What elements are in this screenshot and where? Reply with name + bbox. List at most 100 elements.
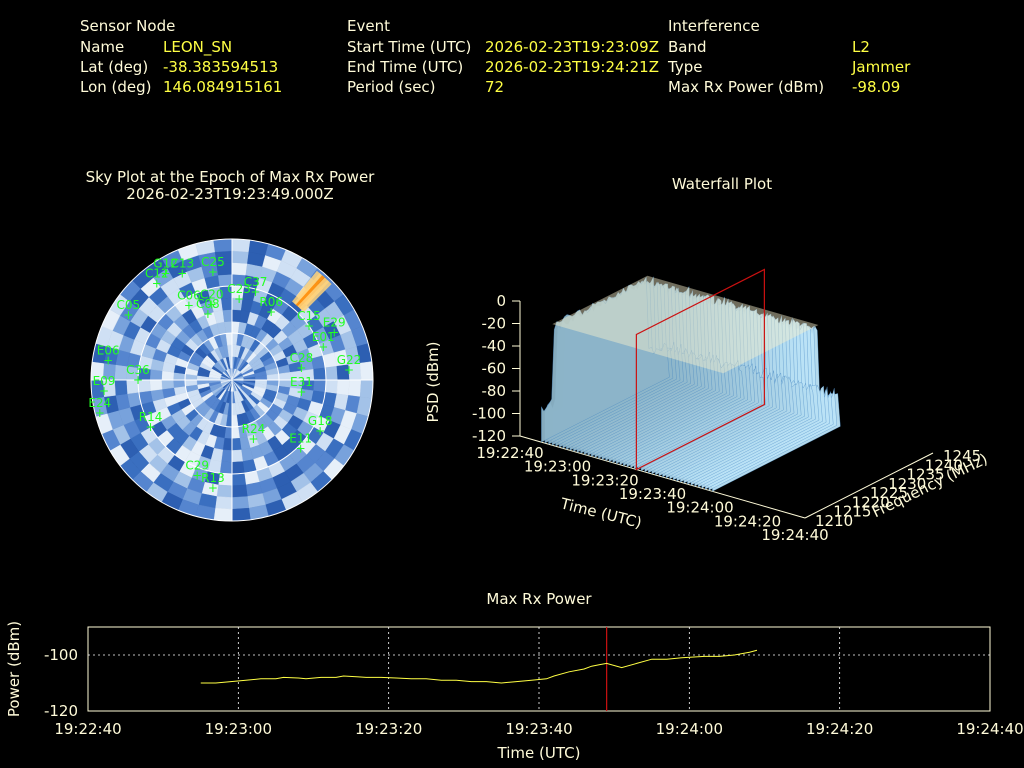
sky-cell [323, 458, 345, 480]
waterfall-slice [705, 325, 834, 490]
sky-cell [248, 239, 269, 256]
x-tick-label: 19:22:40 [54, 720, 121, 738]
sky-cell [254, 314, 268, 330]
waterfall-slice [616, 298, 745, 464]
jammer-highlight [297, 277, 330, 311]
sky-cell [298, 304, 317, 324]
waterfall-slice [658, 312, 788, 477]
sky-cell [264, 361, 278, 372]
sky-cell [91, 396, 108, 417]
sky-cell [272, 444, 290, 462]
sky-cell [267, 461, 286, 478]
sky-cell [222, 390, 230, 403]
sky-cell [277, 364, 291, 375]
event-end-label: End Time (UTC) [347, 58, 464, 76]
maxrx-title: Max Rx Power [486, 590, 592, 608]
sky-cell [262, 356, 276, 367]
sky-cell [237, 345, 246, 359]
sky-cell [219, 461, 233, 475]
satellite-label: G22 [337, 353, 362, 367]
sky-cell [267, 323, 283, 339]
sky-cell [244, 274, 260, 290]
sky-cell [333, 424, 352, 445]
sky-cell [173, 364, 187, 375]
interference-type-value: Jammer [852, 58, 911, 76]
sky-cell [216, 321, 227, 335]
sky-cell [132, 471, 154, 493]
sky-cell [266, 308, 283, 325]
sky-cell [152, 398, 168, 412]
sky-cell [303, 462, 324, 483]
satellite-label: R13 [201, 471, 225, 485]
freq-tick-label: 1215 [833, 503, 871, 521]
waterfall-slice [548, 276, 677, 445]
sky-cell [230, 368, 233, 381]
sky-cell [194, 401, 208, 414]
sky-cell [161, 370, 174, 381]
sky-cell [249, 339, 261, 353]
sky-cell [213, 507, 233, 522]
interference-maxrx-label: Max Rx Power (dBm) [668, 78, 825, 96]
sky-cell [199, 362, 212, 372]
sky-cell [262, 393, 276, 404]
sky-cell [265, 367, 279, 376]
satellite-marker: + [161, 267, 171, 281]
sky-cell [185, 384, 199, 393]
sky-cell [138, 444, 158, 464]
sky-cell [152, 348, 168, 362]
sky-cell [224, 379, 233, 391]
sky-cell [253, 366, 267, 375]
satellite-label: C37 [244, 275, 268, 289]
freq-tick-label: 1245 [943, 447, 981, 465]
sky-cell [231, 262, 248, 276]
sky-cell [231, 379, 241, 390]
sky-cell [126, 365, 140, 381]
sky-cell [240, 298, 254, 313]
satellite-label: C28 [290, 351, 314, 365]
sky-cell [207, 459, 222, 474]
sky-cell [356, 396, 373, 417]
sky-cell [269, 343, 284, 357]
satellite-label: R06 [259, 295, 283, 309]
sky-cell [255, 379, 268, 385]
sky-cell [231, 507, 251, 522]
sky-cell [144, 332, 162, 349]
sky-cell [290, 267, 311, 288]
sky-cell [167, 288, 186, 306]
sky-cell [224, 321, 233, 334]
waterfall-slice [694, 321, 823, 487]
freq-axis-label: Frequency (MHz) [869, 450, 990, 521]
satellite-marker: + [103, 353, 113, 367]
sky-cell [359, 361, 374, 381]
sky-cell [150, 322, 168, 340]
sky-cell [311, 390, 326, 405]
sky-cell [351, 325, 369, 347]
satellite-label: R24 [242, 422, 266, 436]
sky-cell [191, 351, 205, 363]
sky-cell [266, 379, 280, 387]
sky-cell [198, 404, 211, 418]
sky-cell [204, 470, 220, 486]
sky-cell [245, 336, 256, 350]
sky-cell [267, 421, 283, 437]
sky-cell [307, 401, 324, 417]
sky-cell [198, 493, 217, 509]
sky-cell [241, 367, 254, 376]
sky-cell [250, 444, 264, 460]
sky-cell [150, 420, 168, 438]
freq-tick-label: 1235 [906, 466, 944, 484]
sky-cell [140, 343, 157, 359]
sky-cell [322, 392, 338, 408]
sky-cell [221, 372, 233, 381]
sky-cell [243, 373, 256, 379]
sky-cell [245, 410, 256, 424]
sky-cell [289, 313, 307, 331]
sky-cell [296, 398, 312, 412]
sky-cell [150, 358, 165, 372]
sky-cell [167, 260, 188, 279]
waterfall-slice [651, 308, 780, 475]
sky-cell [281, 491, 303, 511]
sky-cell [231, 379, 243, 388]
sky-cell [248, 394, 261, 406]
sky-cell [222, 438, 233, 451]
